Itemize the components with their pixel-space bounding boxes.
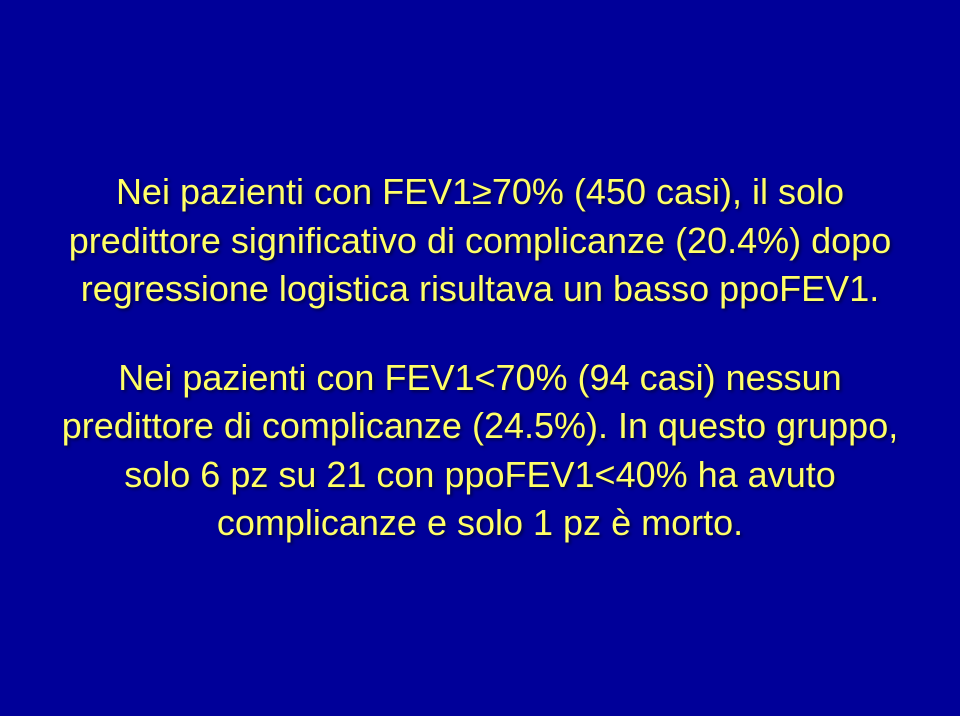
paragraph-2: Nei pazienti con FEV1<70% (94 casi) ness… xyxy=(60,354,900,548)
slide-content: Nei pazienti con FEV1≥70% (450 casi), il… xyxy=(0,138,960,578)
paragraph-1: Nei pazienti con FEV1≥70% (450 casi), il… xyxy=(60,168,900,314)
